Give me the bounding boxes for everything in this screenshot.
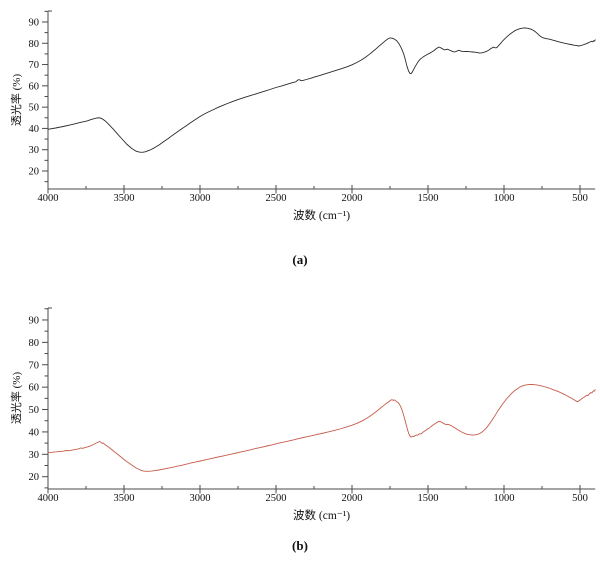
x-tick-label: 2000 [342,493,363,504]
y-tick-label: 70 [29,360,40,371]
y-tick-label: 80 [29,39,40,50]
caption-a: (a) [292,252,308,267]
x-tick-label: 3500 [114,193,135,204]
y-tick-label: 80 [29,338,40,349]
x-tick-label: 1000 [494,193,515,204]
y-tick-label: 40 [29,124,40,135]
x-axis-title: 波数 (cm⁻¹) [293,208,350,222]
y-tick-label: 30 [29,450,40,461]
x-tick-label: 2500 [266,493,287,504]
spectrum-line [47,27,596,153]
x-tick-label: 2500 [266,193,287,204]
spectrum-line [47,384,596,472]
y-tick-label: 40 [29,427,40,438]
y-tick-label: 90 [29,315,40,326]
y-tick-label: 30 [29,145,40,156]
x-tick-label: 1500 [418,493,439,504]
y-tick-label: 20 [29,472,40,483]
x-tick-label: 4000 [38,493,59,504]
x-tick-label: 3000 [190,193,211,204]
x-tick-label: 2000 [342,193,363,204]
x-tick-label: 3000 [190,493,211,504]
chart-b: 20 30 40 50 60 70 80 90 4000 3500 3000 2500 2000 1500… [9,307,596,522]
y-tick-label: 50 [29,103,40,114]
x-tick-label: 3500 [114,493,135,504]
x-tick-label: 1000 [494,493,515,504]
x-tick-label: 4000 [38,193,59,204]
chart-a: 20 30 40 50 60 70 80 90 4000 3500 3000 2500 2000 1500… [9,10,596,222]
y-tick-label: 70 [29,60,40,71]
y-tick-label: 20 [29,167,40,178]
x-tick-label: 500 [572,493,588,504]
caption-b: (b) [292,538,308,553]
x-axis-title: 波数 (cm⁻¹) [293,508,350,522]
y-tick-label: 60 [29,81,40,92]
y-tick-label: 50 [29,405,40,416]
y-axis-title: 透光率 (%) [9,372,23,425]
y-tick-label: 90 [29,17,40,28]
y-tick-label: 60 [29,383,40,394]
y-axis-title: 透光率 (%) [9,74,23,127]
x-tick-label: 1500 [418,193,439,204]
x-tick-label: 500 [572,193,588,204]
